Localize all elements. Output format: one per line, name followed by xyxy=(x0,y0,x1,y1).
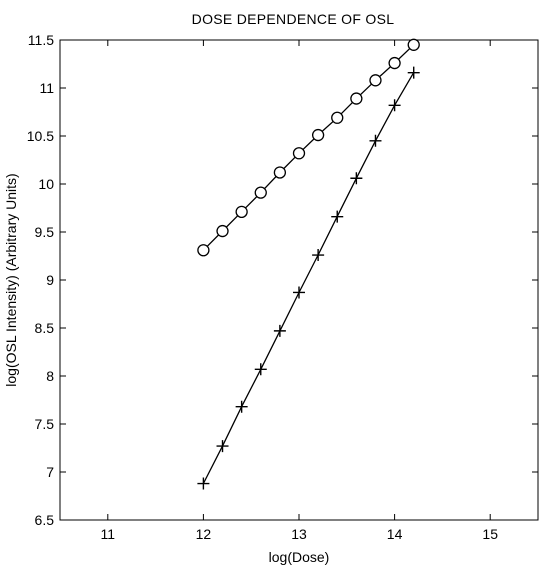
y-tick-label: 7.5 xyxy=(35,416,55,432)
series-circle xyxy=(197,38,420,257)
y-tick-label: 8 xyxy=(46,368,54,384)
data-point-circle xyxy=(235,205,248,218)
data-point-circle xyxy=(292,147,306,160)
data-point-circle xyxy=(407,38,420,51)
data-point-plus xyxy=(254,363,267,376)
data-point-plus xyxy=(235,400,248,413)
series-plus xyxy=(197,66,420,490)
plot-frame xyxy=(59,39,539,521)
data-point-plus xyxy=(331,210,344,223)
data-point-plus xyxy=(293,286,305,299)
series-line xyxy=(202,44,415,251)
data-point-circle xyxy=(369,74,382,87)
data-point-circle xyxy=(350,92,363,105)
y-tick-label: 11.5 xyxy=(28,32,54,48)
data-point-circle xyxy=(273,166,287,179)
data-point-plus xyxy=(273,324,286,337)
data-point-plus xyxy=(407,66,420,79)
series-layer xyxy=(197,38,420,490)
data-point-plus xyxy=(216,440,229,453)
x-axis-label: log(Dose) xyxy=(269,549,330,565)
y-axis-label: log(OSL Intensity) (Arbitrary Units) xyxy=(3,173,19,386)
y-axis: 6.5 7 7.5 8 8.5 9 9.5 10 10.5 11 11.5 xyxy=(27,32,538,528)
y-tick-label: 11 xyxy=(39,80,54,96)
y-tick-label: 9 xyxy=(46,272,54,288)
data-point-circle xyxy=(331,111,344,124)
data-point-plus xyxy=(369,134,382,147)
x-tick-label: 11 xyxy=(101,526,116,542)
data-point-plus xyxy=(312,249,325,262)
y-tick-label: 8.5 xyxy=(35,320,55,336)
x-axis: 11 12 13 14 15 xyxy=(101,40,498,542)
x-tick-label: 13 xyxy=(291,526,307,542)
data-point-plus xyxy=(350,172,363,185)
y-tick-label: 9.5 xyxy=(35,224,55,240)
y-tick-label: 10.5 xyxy=(27,128,54,144)
x-tick-label: 15 xyxy=(482,526,498,542)
data-point-circle xyxy=(254,186,267,199)
series-line xyxy=(202,72,415,484)
y-tick-label: 10 xyxy=(38,176,54,192)
x-tick-label: 12 xyxy=(196,526,212,542)
chart-title: DOSE DEPENDENCE OF OSL xyxy=(192,11,395,27)
data-point-plus xyxy=(197,477,210,490)
y-tick-label: 6.5 xyxy=(35,512,55,528)
data-point-circle xyxy=(197,244,210,257)
data-point-circle xyxy=(216,224,229,238)
data-point-circle xyxy=(311,128,325,142)
y-tick-label: 7 xyxy=(46,464,54,480)
data-point-plus xyxy=(388,99,401,112)
x-tick-label: 14 xyxy=(387,526,403,542)
data-point-circle xyxy=(388,56,401,70)
